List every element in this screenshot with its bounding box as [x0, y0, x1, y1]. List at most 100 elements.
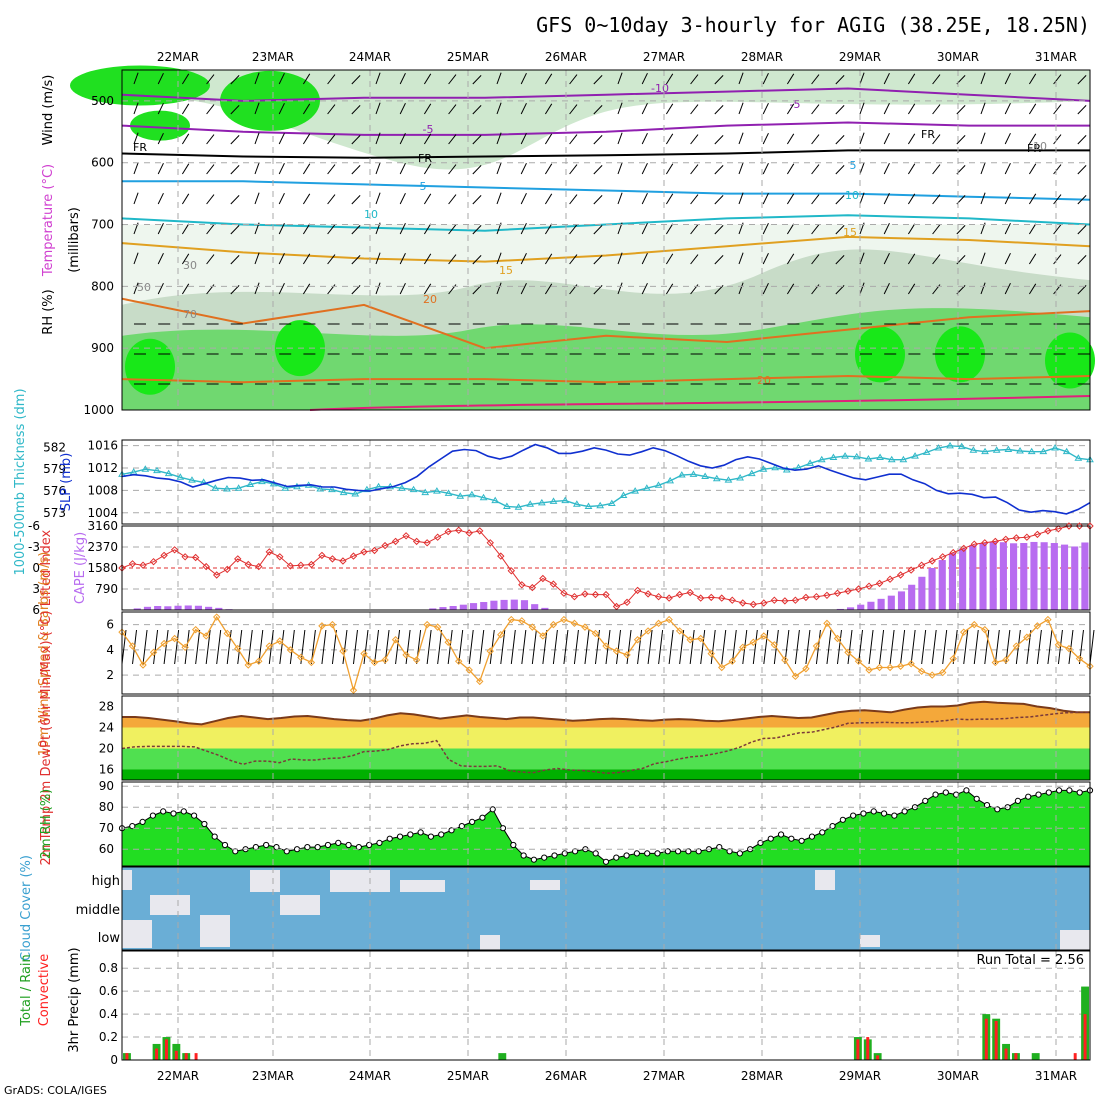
rh-point [438, 831, 445, 838]
thickness-point [281, 484, 290, 491]
thickness-point [712, 474, 721, 482]
wind-speed-point [139, 661, 147, 669]
wind-barb [569, 254, 578, 265]
rh-point [458, 823, 465, 830]
lifted-point [749, 600, 758, 609]
wind-speed-point [812, 642, 821, 650]
wind-barb [907, 253, 916, 265]
wind-barb [423, 253, 432, 265]
wind-barb [496, 252, 502, 265]
rh-point [870, 808, 877, 815]
rh-point [850, 812, 857, 819]
surface-wind-barb [163, 629, 169, 665]
wind-barb [254, 252, 260, 265]
rh-point [221, 841, 229, 849]
wind-barb [1053, 194, 1062, 205]
lifted-line [121, 525, 1090, 608]
rh-point [510, 841, 517, 849]
wind-barb [811, 194, 820, 205]
cape-bar [174, 605, 182, 610]
rh-point [953, 791, 960, 798]
lifted-point [191, 553, 200, 562]
rh-point [880, 810, 888, 817]
cape-bar [979, 543, 987, 610]
lifted-point [991, 537, 1000, 546]
wind-barb [472, 225, 482, 235]
wind-speed-point [286, 646, 295, 654]
wind-speed-point [960, 628, 968, 636]
thickness-point [153, 466, 161, 474]
wind-barb [254, 192, 260, 205]
wind-barb [811, 164, 820, 175]
wind-ylabel: 10m Wind Speed & Barbs (m/s) [37, 552, 52, 757]
thickness-point [234, 484, 243, 491]
wind-barb [375, 132, 381, 145]
wind-barb [544, 193, 553, 205]
wind-barb [520, 162, 527, 175]
wind-barb [1004, 162, 1011, 175]
rh-point [345, 841, 352, 849]
rh-point [839, 816, 846, 823]
thickness-point [619, 491, 628, 499]
wind-barb [786, 133, 795, 145]
surface-wind-barb [563, 629, 569, 665]
wind-barb [714, 75, 724, 85]
surface-wind-barb [1026, 629, 1032, 665]
cape-bar [887, 595, 895, 610]
wind-speed-point [865, 666, 873, 674]
wind-speed-point [633, 636, 642, 644]
top-date-label: 22MAR [157, 50, 199, 64]
cape-bar [857, 604, 865, 610]
wind-speed-point [202, 632, 210, 640]
rh-point [469, 818, 476, 826]
thickness-point [607, 499, 616, 507]
wind-barb [448, 194, 457, 205]
thickness-point [1074, 454, 1083, 461]
pressure-tick-label: 600 [91, 156, 114, 170]
surface-wind-barb [868, 629, 874, 665]
lifted-point [686, 588, 694, 597]
wind-barb [230, 195, 240, 205]
wind-barb [617, 282, 623, 295]
lifted-point [476, 527, 484, 535]
wind-barb [932, 134, 941, 145]
wind-speed-point [907, 660, 915, 668]
lifted-tick-label: -6 [28, 519, 40, 533]
rh-point [139, 818, 146, 826]
convective-bar [155, 1048, 159, 1060]
wind-speed-point [823, 619, 831, 628]
wind-barb [520, 222, 527, 235]
wind-barb [690, 194, 699, 205]
wind-speed-point [802, 665, 810, 673]
wind-speed-point [886, 663, 894, 672]
wind-speed-point [938, 668, 947, 677]
bottom-date-label: 24MAR [349, 1069, 391, 1083]
wind-barb [980, 252, 986, 265]
wind-speed-point [276, 637, 284, 645]
surface-wind-barb [584, 629, 590, 665]
wind-barb [641, 72, 648, 85]
lifted-point [960, 544, 968, 553]
precip-ylabel: 3hr Precip (mm) [67, 947, 82, 1052]
rh-point [561, 850, 568, 857]
lifted-point [286, 562, 295, 570]
lifted-point [654, 592, 663, 601]
thickness-tick-label: 582 [43, 440, 66, 454]
rh-2m-panel: 90 80 70 60 2m RH (%) [39, 779, 1094, 867]
cape-bar [1040, 542, 1048, 610]
lifted-point [718, 594, 726, 602]
surface-wind-barb [352, 629, 358, 665]
lifted-point [917, 561, 926, 569]
lifted-point [223, 565, 231, 574]
wind-barb [1077, 165, 1087, 175]
rh-blob [1045, 332, 1095, 389]
thickness-point [596, 501, 605, 509]
rh-point [129, 823, 136, 830]
wind-barb [956, 105, 966, 115]
convective-bar [125, 1053, 129, 1060]
surface-wind-barb [647, 629, 653, 665]
wind-barb [133, 102, 139, 115]
lifted-point [633, 586, 642, 595]
wind-barb [230, 165, 240, 175]
thickness-point [934, 444, 943, 451]
